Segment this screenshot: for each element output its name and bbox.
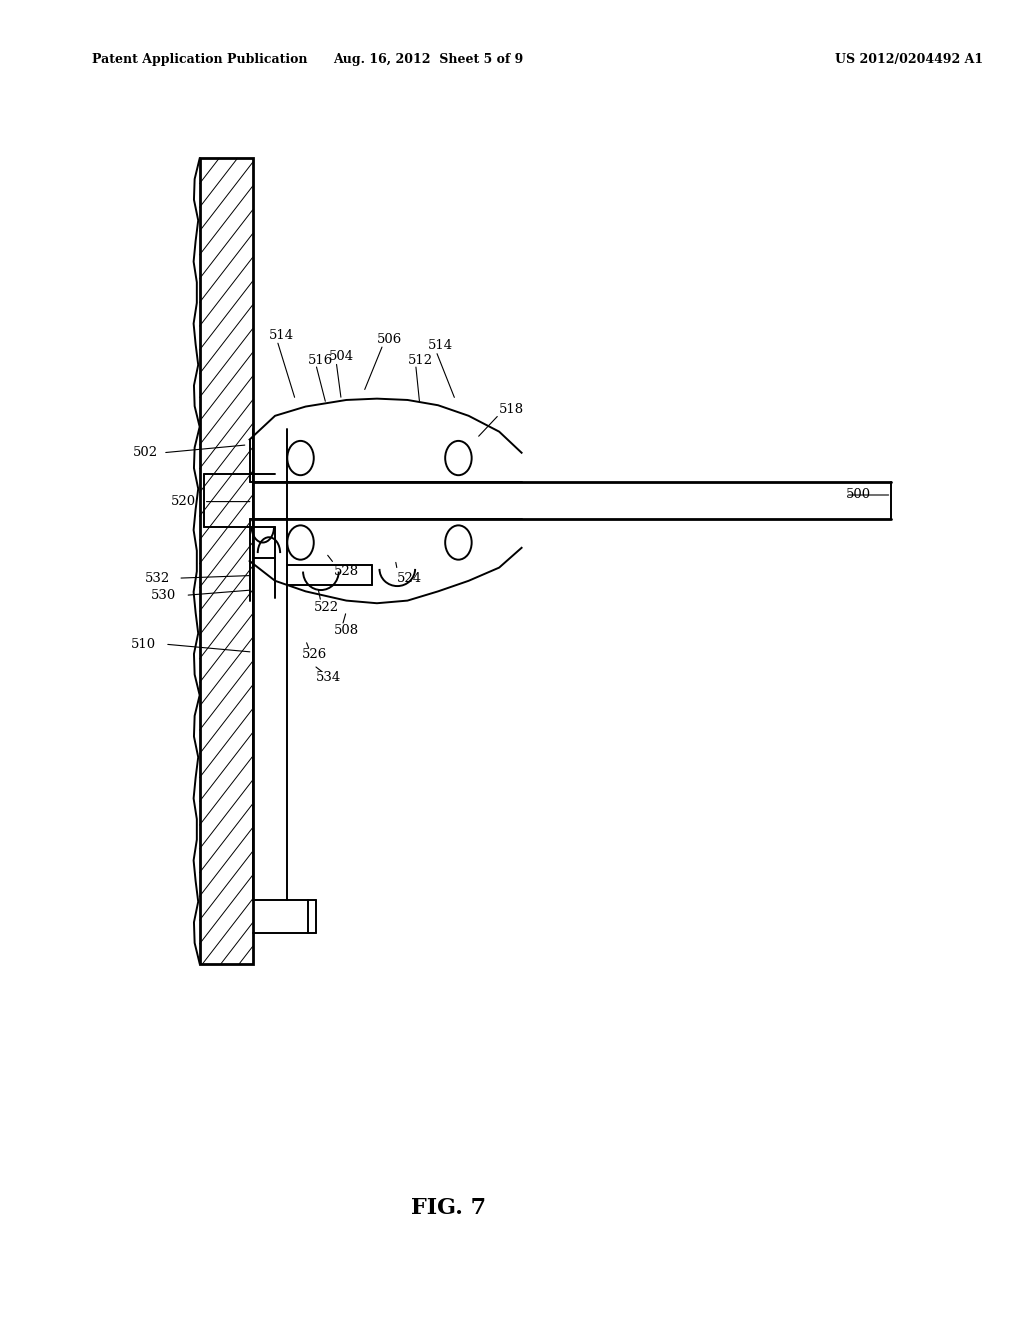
Text: 500: 500 [846,488,870,502]
Text: FIG. 7: FIG. 7 [411,1197,485,1218]
Text: 514: 514 [428,339,453,352]
Text: 522: 522 [313,601,339,614]
Text: 524: 524 [397,572,423,585]
Text: 534: 534 [315,671,341,684]
Text: 506: 506 [377,333,402,346]
Text: 504: 504 [329,350,354,363]
Text: US 2012/0204492 A1: US 2012/0204492 A1 [836,53,983,66]
Text: Aug. 16, 2012  Sheet 5 of 9: Aug. 16, 2012 Sheet 5 of 9 [333,53,523,66]
Text: Patent Application Publication: Patent Application Publication [92,53,307,66]
Text: 526: 526 [301,648,327,661]
Text: 528: 528 [334,565,359,578]
Text: 502: 502 [132,446,158,459]
Text: 520: 520 [171,495,197,508]
Text: 518: 518 [499,403,524,416]
Text: 510: 510 [130,638,156,651]
Text: 516: 516 [307,354,333,367]
Text: 530: 530 [151,589,176,602]
Text: 514: 514 [269,329,294,342]
Polygon shape [200,158,253,964]
Text: 512: 512 [408,354,432,367]
Text: 532: 532 [144,572,170,585]
Text: 508: 508 [334,624,359,638]
